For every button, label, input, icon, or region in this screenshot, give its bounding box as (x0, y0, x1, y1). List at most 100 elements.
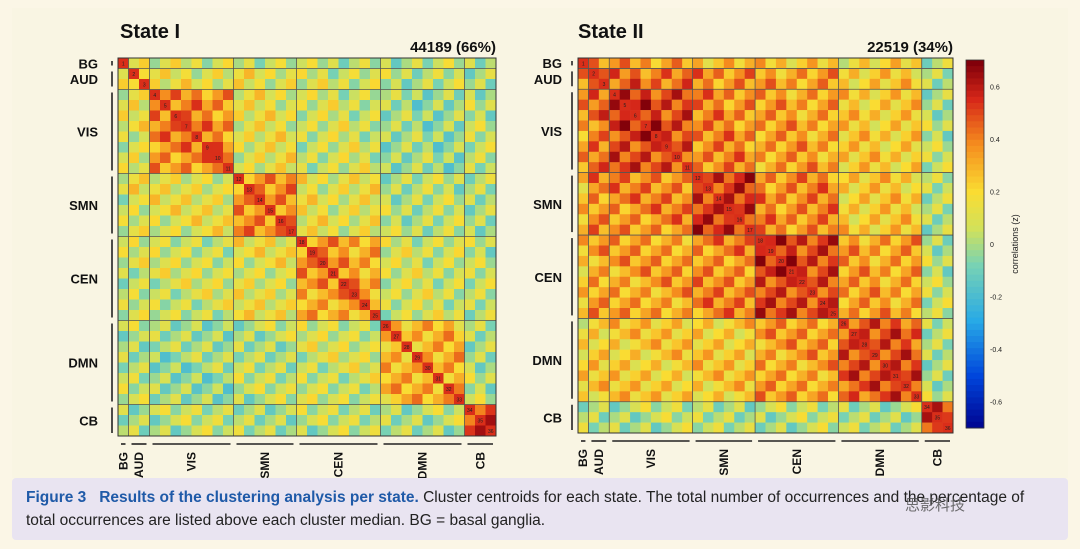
heatmap-cell (380, 68, 392, 80)
colorbar-tick-label: -0.2 (990, 295, 1002, 302)
diagonal-index-label: 14 (716, 197, 722, 203)
heatmap-cell (433, 184, 444, 195)
heatmap-cell (464, 131, 476, 143)
colorbar-segment (966, 213, 984, 220)
heatmap-cell (296, 341, 308, 353)
heatmap-cell (682, 287, 693, 298)
heatmap-cell (128, 425, 140, 437)
heatmap-cell (765, 120, 777, 132)
heatmap-cell (703, 380, 714, 392)
heatmap-cell (765, 99, 777, 111)
heatmap-cell (170, 215, 182, 227)
heatmap-cell (630, 172, 641, 184)
heatmap-cell (921, 360, 933, 371)
heatmap-cell (911, 151, 923, 163)
heatmap-cell (828, 214, 839, 225)
heatmap-cell (650, 89, 662, 100)
heatmap-cell (661, 203, 673, 215)
heatmap-cell (619, 130, 631, 142)
heatmap-cell (118, 331, 129, 342)
heatmap-cell (786, 99, 798, 111)
heatmap-cell (713, 370, 725, 382)
watermark: 思影科技 (905, 497, 966, 514)
heatmap-cell (588, 151, 600, 163)
heatmap-cell (328, 131, 339, 143)
heatmap-cell (265, 394, 276, 405)
heatmap-cell (713, 412, 725, 423)
heatmap-cell (807, 162, 818, 173)
heatmap-cell (828, 276, 839, 288)
heatmap-cell (380, 373, 392, 384)
heatmap-cell (170, 121, 182, 132)
heatmap-cell (942, 276, 954, 288)
heatmap-cell (286, 331, 297, 342)
heatmap-cell (734, 193, 745, 205)
heatmap-cell (254, 173, 266, 185)
heatmap-cell (932, 276, 943, 288)
diagonal-index-label: 21 (330, 271, 336, 277)
heatmap-cell (890, 401, 902, 413)
heatmap-cell (588, 370, 600, 382)
heatmap-cell (233, 194, 245, 206)
heatmap-cell (202, 131, 213, 143)
heatmap-cell (650, 339, 662, 350)
heatmap-cell (212, 362, 224, 374)
heatmap-cell (640, 287, 652, 298)
heatmap-cell (286, 205, 297, 216)
heatmap-cell (817, 203, 829, 215)
heatmap-cell (682, 266, 693, 278)
heatmap-cell (775, 401, 787, 413)
heatmap-cell (328, 121, 339, 132)
heatmap-cell (848, 183, 860, 194)
caption-box (12, 478, 1068, 540)
heatmap-cell (380, 268, 392, 279)
heatmap-cell (932, 78, 943, 90)
heatmap-cell (734, 214, 745, 225)
heatmap-cell (807, 328, 818, 340)
heatmap-cell (703, 193, 714, 205)
heatmap-cell (661, 130, 673, 142)
heatmap-cell (223, 184, 234, 195)
colorbar-segment (966, 176, 984, 184)
heatmap-cell (286, 79, 297, 90)
heatmap-cell (921, 245, 933, 257)
heatmap-cell (223, 247, 234, 258)
heatmap-cell (212, 173, 224, 185)
heatmap-cell (433, 173, 444, 185)
heatmap-cell (485, 299, 497, 311)
heatmap-cell (932, 422, 943, 434)
heatmap-cell (650, 276, 662, 288)
colorbar-segment (966, 219, 984, 227)
heatmap-cell (286, 121, 297, 132)
heatmap-cell (765, 235, 777, 246)
heatmap-cell (932, 360, 943, 371)
heatmap-cell (359, 121, 371, 132)
heatmap-cell (703, 349, 714, 361)
heatmap-cell (443, 142, 455, 153)
heatmap-cell (755, 203, 766, 215)
heatmap-cell (598, 183, 610, 194)
heatmap-cell (170, 352, 182, 363)
heatmap-cell (191, 310, 203, 321)
occurrence-count: 22519 (34%) (867, 39, 953, 56)
heatmap-cell (485, 110, 497, 122)
heatmap-cell (744, 287, 756, 298)
heatmap-cell (890, 162, 902, 173)
heatmap-cell (661, 235, 673, 246)
heatmap-cell (911, 120, 923, 132)
heatmap-cell (349, 404, 360, 416)
colorbar-segment (966, 280, 984, 288)
heatmap-cell (807, 58, 818, 69)
heatmap-cell (286, 173, 297, 185)
heatmap-cell (370, 173, 381, 185)
heatmap-cell (609, 287, 620, 298)
heatmap-cell (848, 193, 860, 205)
heatmap-cell (170, 331, 182, 342)
heatmap-cell (485, 68, 497, 80)
heatmap-cell (703, 224, 714, 236)
heatmap-cell (661, 224, 673, 236)
heatmap-cell (223, 194, 234, 206)
heatmap-cell (630, 58, 641, 69)
heatmap-cell (475, 173, 486, 185)
heatmap-cell (475, 362, 486, 374)
